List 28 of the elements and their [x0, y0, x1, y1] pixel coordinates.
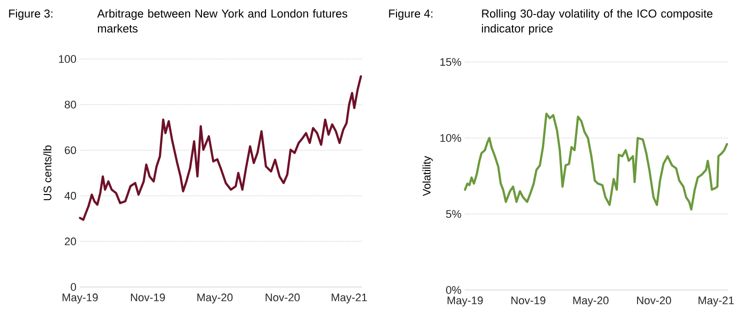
x-tick-label: May-19: [448, 296, 483, 306]
y-axis-title: Volatility: [422, 156, 433, 196]
chart-title: Rolling 30-day volatility of the ICO composite indicator price: [482, 9, 712, 35]
caption: Figure 3:: [9, 9, 52, 20]
x-tick-label: Nov-20: [637, 296, 672, 304]
x-tick-label: May-20: [197, 294, 233, 304]
y-tick-label: 80: [64, 100, 76, 108]
y-tick-label: 5%: [446, 210, 462, 218]
y-tick-label: 0: [70, 283, 76, 291]
caption: Figure 4:: [389, 9, 432, 20]
x-tick-label: May-19: [62, 294, 98, 304]
line-series: [78, 75, 362, 221]
x-tick-label: Nov-20: [266, 294, 300, 302]
x-tick-label: May-21: [698, 296, 734, 306]
chart-title: Arbitrage between New York and London futures markets: [97, 9, 348, 33]
x-tick-label: Nov-19: [130, 294, 165, 302]
y-tick-label: 100: [59, 55, 76, 63]
y-tick-label: 60: [64, 146, 76, 154]
x-tick-label: May-20: [573, 296, 609, 306]
line-series: [464, 112, 728, 211]
y-tick-label: 10%: [440, 134, 462, 142]
y-axis-title: US cents/lb: [43, 145, 52, 200]
x-tick-label: Nov-19: [511, 296, 546, 304]
y-tick-label: 15%: [440, 58, 462, 66]
y-tick-label: 20: [64, 238, 76, 246]
x-tick-label: May-21: [332, 294, 367, 304]
y-tick-label: 40: [64, 192, 76, 200]
y-tick-label: 0%: [446, 286, 462, 294]
